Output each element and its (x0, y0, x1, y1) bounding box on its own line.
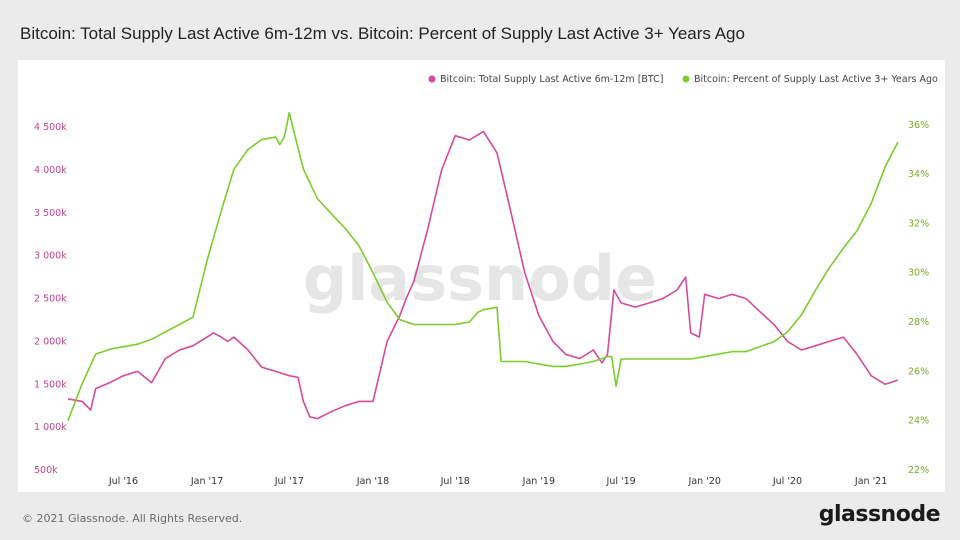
y-right-tick-label: 28% (908, 317, 929, 328)
y-left-tick-label: 1 000k (34, 422, 67, 433)
y-left-tick-label: 2 000k (34, 336, 67, 347)
y-right-tick-label: 24% (908, 416, 929, 427)
y-left-tick-label: 1 500k (34, 379, 67, 390)
chart-title: Bitcoin: Total Supply Last Active 6m-12m… (20, 24, 745, 43)
y-right-tick-label: 32% (908, 218, 929, 229)
x-tick-label: Jul '20 (772, 476, 802, 487)
x-tick-label: Jul '17 (274, 476, 304, 487)
legend-marker-percent-3y (682, 75, 690, 83)
watermark: glassnode (303, 242, 657, 315)
y-left-tick-label: 3 500k (34, 208, 67, 219)
x-tick-label: Jul '18 (440, 476, 470, 487)
x-tick-label: Jan '21 (854, 476, 887, 487)
x-tick-label: Jul '16 (108, 476, 138, 487)
y-left-tick-label: 2 500k (34, 294, 67, 305)
legend-label-percent-3y: Bitcoin: Percent of Supply Last Active 3… (694, 74, 938, 85)
series-percent-3y-line (67, 111, 899, 421)
y-right-tick-label: 34% (908, 169, 929, 180)
y-right-tick-label: 22% (908, 465, 929, 476)
legend-label-supply-6m-12m: Bitcoin: Total Supply Last Active 6m-12m… (440, 74, 664, 85)
glassnode-logo: glassnode (818, 502, 941, 527)
legend-marker-supply-6m-12m (428, 75, 436, 83)
y-right-tick-label: 26% (908, 366, 929, 377)
y-right-tick-label: 36% (908, 120, 929, 131)
x-tick-label: Jan '17 (190, 476, 223, 487)
x-tick-label: Jul '19 (606, 476, 636, 487)
x-tick-label: Jan '19 (522, 476, 555, 487)
chart-svg: glassnode 500k 1 000k 1 500k 2 000k 2 500k 3 0… (34, 74, 938, 487)
y-left-tick-label: 4 500k (34, 122, 67, 133)
series-supply-6m-12m-line (67, 130, 899, 420)
x-tick-label: Jan '20 (688, 476, 721, 487)
y-right-tick-label: 30% (908, 268, 929, 279)
y-left-tick-label: 3 000k (34, 251, 67, 262)
copyright-footer: © 2021 Glassnode. All Rights Reserved. (22, 512, 243, 525)
y-left-tick-label: 4 000k (34, 165, 67, 176)
y-left-tick-label: 500k (34, 465, 58, 476)
x-tick-label: Jan '18 (356, 476, 389, 487)
